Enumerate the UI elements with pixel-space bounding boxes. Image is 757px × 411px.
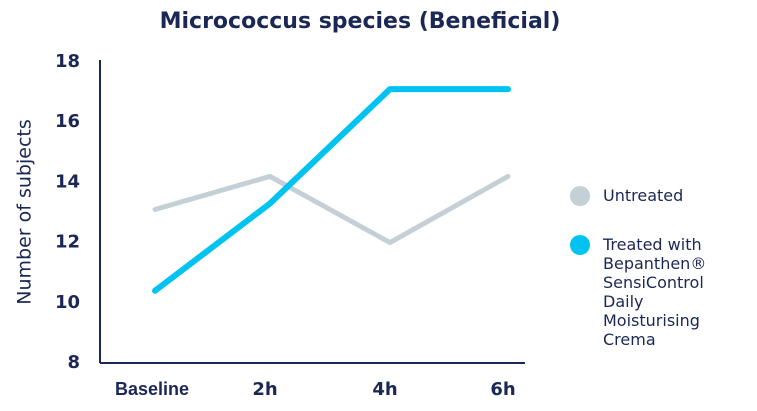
line-series	[152, 173, 511, 246]
line-series	[152, 86, 511, 294]
y-tick-label: 18	[55, 51, 80, 72]
x-tick-label: 4h	[372, 379, 397, 400]
y-tick-label: 8	[67, 352, 80, 373]
legend-swatch	[570, 186, 590, 206]
y-tick-label: 12	[55, 232, 80, 253]
x-tick-label: 2h	[252, 379, 277, 400]
y-axis-label: Number of subjects	[14, 119, 36, 304]
y-tick-label: 16	[55, 111, 80, 132]
legend-label: Untreated	[603, 186, 684, 205]
y-tick-label: 14	[55, 171, 80, 192]
legend-label: Treated with Bepanthen® SensiControl Dai…	[603, 235, 707, 349]
y-tick-label: 10	[55, 292, 80, 313]
x-tick-label: Baseline	[115, 379, 189, 399]
x-tick-label: 6h	[490, 379, 515, 400]
chart-title: Micrococcus species (Beneficial)	[160, 9, 561, 34]
legend-swatch	[570, 235, 590, 255]
